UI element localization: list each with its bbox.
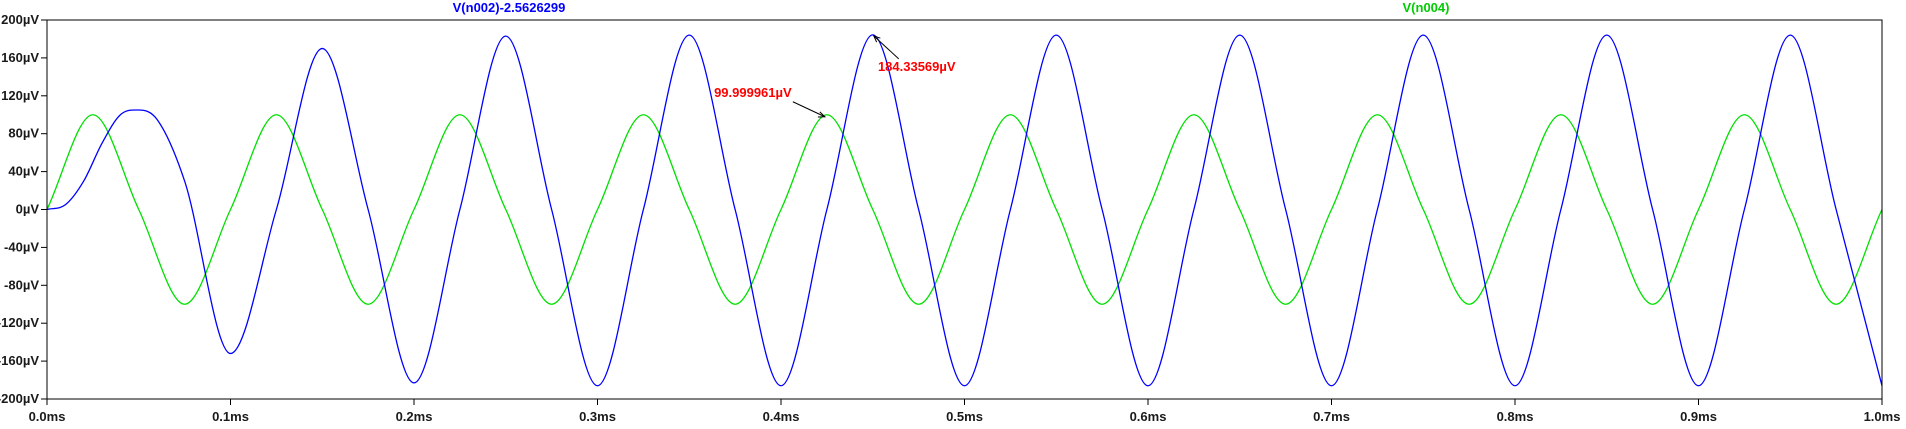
annotation-label: 99.999961µV (714, 85, 792, 100)
series-line-v-n002 (46, 34, 1883, 387)
x-tick-label: 0.3ms (579, 409, 616, 424)
y-tick-label: -40µV (4, 239, 39, 254)
x-tick-label: 0.0ms (29, 409, 66, 424)
series-layer (46, 34, 1883, 387)
x-tick-label: 0.2ms (396, 409, 433, 424)
x-tick-label: 0.9ms (1680, 409, 1717, 424)
annotation-label: 184.33569µV (878, 59, 956, 74)
y-tick-label: -160µV (0, 353, 39, 368)
y-tick-label: 160µV (1, 50, 39, 65)
y-tick-label: 80µV (8, 126, 39, 141)
x-tick-label: 0.6ms (1130, 409, 1167, 424)
y-tick-label: -120µV (0, 315, 39, 330)
x-tick-label: 0.1ms (212, 409, 249, 424)
x-tick-label: 0.4ms (763, 409, 800, 424)
series-line-v-n004 (46, 114, 1883, 305)
x-axis: 0.0ms 0.1ms 0.2ms 0.3ms 0.4ms 0.5ms 0.6ms 0.7ms… (29, 399, 1901, 424)
annotation-arrowhead (817, 111, 827, 118)
x-tick-label: 0.8ms (1497, 409, 1534, 424)
legend-label-v-n004[interactable]: V(n004) (1403, 0, 1450, 15)
y-tick-label: 200µV (1, 12, 39, 27)
annotation-arrowhead (872, 34, 881, 43)
x-tick-label: 0.7ms (1313, 409, 1350, 424)
y-tick-label: 40µV (8, 164, 39, 179)
legend-label-v-n002[interactable]: V(n002)-2.5626299 (453, 0, 566, 15)
y-tick-label: 120µV (1, 88, 39, 103)
y-tick-label: -80µV (4, 277, 39, 292)
y-tick-label: -200µV (0, 391, 39, 406)
y-tick-label: 0µV (16, 202, 40, 217)
annotation-pointer (792, 101, 826, 118)
x-tick-label: 0.5ms (946, 409, 983, 424)
plot-frame (46, 19, 1883, 400)
y-axis: 200µV 160µV 120µV 80µV 40µV 0µV -40µV -80µV -120… (0, 12, 47, 406)
x-tick-label: 1.0ms (1864, 409, 1901, 424)
annotation-pointer (873, 35, 900, 60)
annotation-layer: 99.999961µV 184.33569µV (714, 34, 956, 118)
